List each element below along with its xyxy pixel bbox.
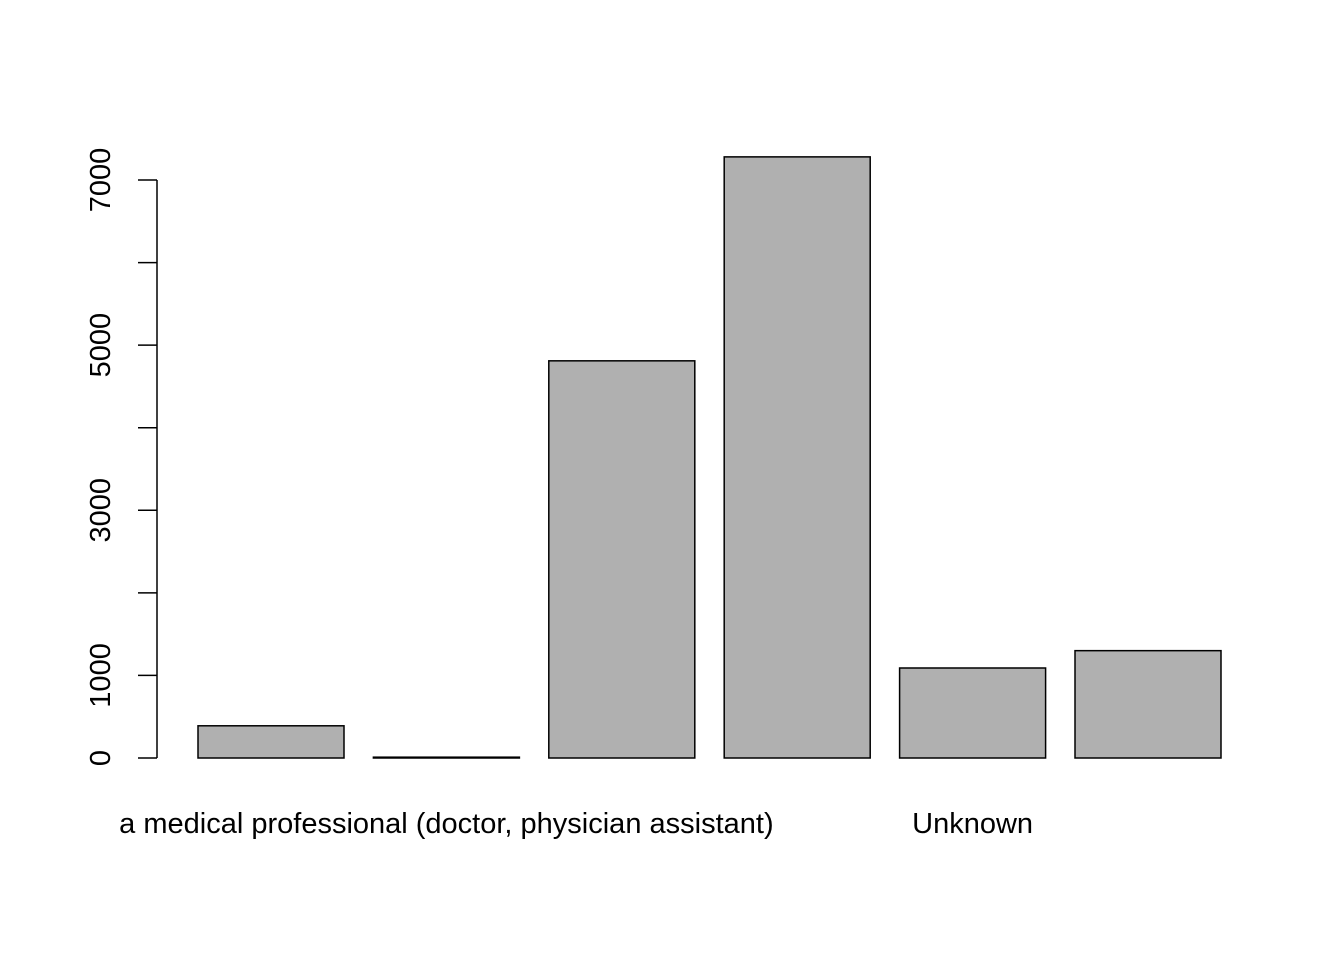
x-axis-labels: a medical professional (doctor, physicia… [119,808,1033,840]
bars [197,156,1222,759]
bar [372,756,521,759]
x-tick-label: a medical professional (doctor, physicia… [119,808,773,840]
y-tick-label: 5000 [85,313,117,378]
x-tick-label: Unknown [912,808,1033,840]
bar [898,667,1047,759]
bar [723,156,871,759]
y-tick-label: 3000 [85,478,117,543]
y-tick-label: 7000 [85,148,117,213]
y-tick-label: 0 [85,750,117,766]
y-axis: 0 1000 3000 5000 7000 [85,148,158,766]
bar [1074,649,1222,759]
bar [197,725,345,759]
y-tick-label: 1000 [85,643,117,708]
bar [548,360,696,759]
